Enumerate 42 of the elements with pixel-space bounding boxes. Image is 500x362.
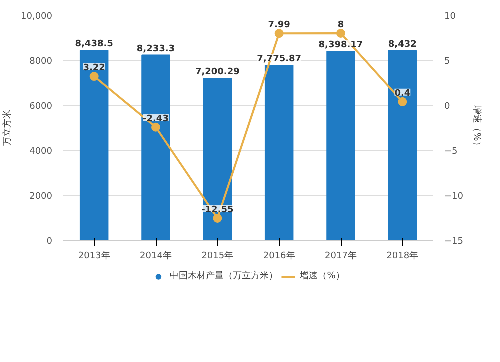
bar xyxy=(80,50,109,240)
data-label: 8,432 xyxy=(388,40,417,50)
y2-tick-label: 10 xyxy=(444,12,456,22)
y2-tick-label: −10 xyxy=(444,192,464,202)
x-tick-label: 2014年 xyxy=(140,250,172,262)
bar xyxy=(388,50,418,240)
point xyxy=(152,122,160,132)
y-tick-label: 6000 xyxy=(30,102,53,112)
data-label: 7,775.87 xyxy=(257,54,302,65)
y-tick-label: 0 xyxy=(46,237,53,247)
point xyxy=(213,214,222,223)
x-tick-label: 2016年 xyxy=(263,250,296,262)
y-tick-label: 4000 xyxy=(30,147,53,157)
point xyxy=(90,72,99,82)
y-tick-label: 2000 xyxy=(30,192,53,202)
y-tick-label: 10,000 xyxy=(21,12,53,22)
bar xyxy=(326,51,356,240)
x-tick-label: 2013年 xyxy=(78,250,110,262)
data-label: 8,233.3 xyxy=(136,44,176,54)
data-label: 8 xyxy=(338,20,344,30)
x-tick-label: 2015年 xyxy=(202,250,234,262)
point xyxy=(398,97,408,106)
legend-label: 增速（%） xyxy=(300,270,345,282)
data-label: 8,398.17 xyxy=(318,40,364,51)
data-label: 7.99 xyxy=(268,20,290,31)
legend-label: 中国木材产量（万立方米） xyxy=(170,270,278,282)
bar xyxy=(264,65,294,240)
y2-tick-label: −5 xyxy=(444,147,458,157)
point xyxy=(336,29,346,38)
x-tick-label: 2018年 xyxy=(386,250,419,262)
y-tick-label: 8000 xyxy=(30,57,53,67)
y2-tick-label: 5 xyxy=(444,57,450,67)
x-tick-label: 2017年 xyxy=(325,250,357,262)
y2-tick-label: −15 xyxy=(444,237,464,247)
point xyxy=(274,29,284,38)
y2-tick-label: 0 xyxy=(444,102,450,112)
bar xyxy=(142,54,170,240)
data-label: 8,438.5 xyxy=(75,40,114,50)
bar xyxy=(203,78,232,240)
data-label: 7,200.29 xyxy=(195,67,240,78)
y-axis-title: 万立方米 xyxy=(2,110,14,146)
y2-axis-title: 增速（%） xyxy=(471,104,482,150)
